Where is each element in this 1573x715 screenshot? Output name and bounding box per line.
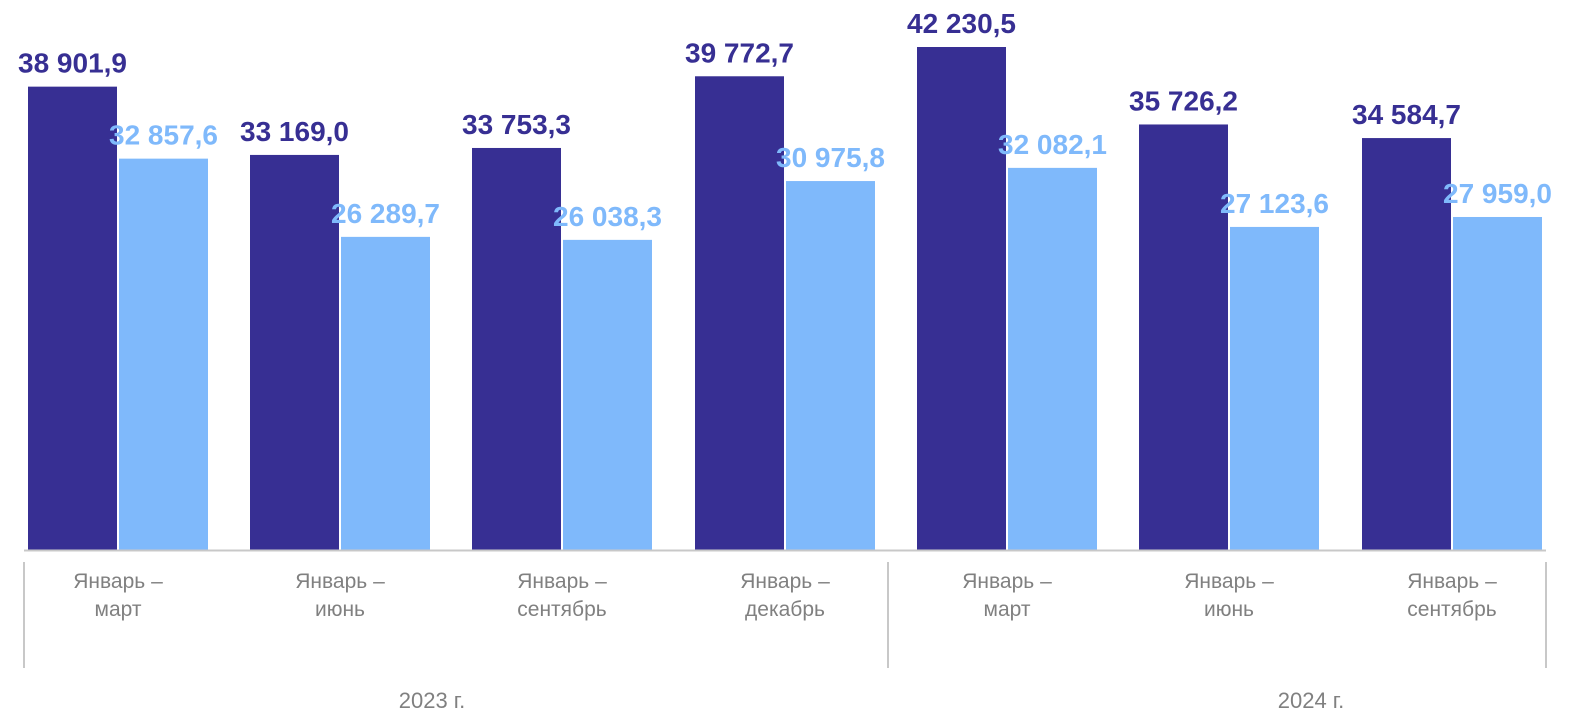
value-label-s1-4: 39 772,7 [685,37,794,68]
bar-s2-1 [119,158,208,550]
x-axis [23,549,1547,668]
bar-s1-1 [28,86,117,550]
group-labels-layer: 2023 г. 2024 г. [399,688,1345,713]
category-label-1-line-1: Январь – [73,570,163,593]
bar-s2-2 [341,236,430,550]
value-label-s2-2: 26 289,7 [331,198,440,229]
bar-s2-3 [563,239,652,550]
category-label-5-line-2: март [984,598,1031,621]
bar-s2-6 [1230,226,1319,550]
value-label-s1-5: 42 230,5 [907,8,1016,39]
group-label-1: 2023 г. [399,688,466,713]
value-label-s2-3: 26 038,3 [553,201,662,232]
value-label-s2-5: 32 082,1 [998,129,1107,160]
value-label-s1-7: 34 584,7 [1352,99,1461,130]
bar-s2-4 [786,181,875,550]
category-label-5-line-1: Январь – [962,570,1052,593]
category-label-7-line-1: Январь – [1407,570,1497,593]
category-label-4-line-1: Январь – [740,570,830,593]
category-label-2-line-1: Январь – [295,570,385,593]
value-labels-layer: 38 901,9 33 169,0 33 753,3 39 772,7 42 230,5… [18,8,1552,232]
bars-layer [28,47,1542,551]
value-label-s2-6: 27 123,6 [1220,188,1329,219]
category-label-6-line-2: июнь [1204,598,1254,621]
category-label-7-line-2: сентябрь [1407,598,1496,621]
value-label-s1-1: 38 901,9 [18,48,127,79]
value-label-s2-4: 30 975,8 [776,142,885,173]
category-label-1-line-2: март [95,598,142,621]
category-labels-layer: Январь – март Январь – июнь Январь – сентябрь… [73,570,1497,621]
value-label-s2-1: 32 857,6 [109,120,218,151]
value-label-s1-6: 35 726,2 [1129,85,1238,116]
bar-s1-6 [1139,124,1228,551]
bar-s1-7 [1362,138,1451,551]
value-label-s1-2: 33 169,0 [240,116,349,147]
category-label-3-line-1: Январь – [517,570,607,593]
bar-s1-5 [917,47,1006,550]
bar-s1-2 [250,154,339,550]
bar-s1-3 [472,147,561,550]
category-label-3-line-2: сентябрь [517,598,606,621]
category-label-2-line-2: июнь [315,598,365,621]
category-label-6-line-1: Январь – [1184,570,1274,593]
value-label-s2-7: 27 959,0 [1443,178,1552,209]
group-label-2: 2024 г. [1278,688,1345,713]
bar-s2-5 [1008,167,1097,550]
value-label-s1-3: 33 753,3 [462,109,571,140]
bar-s1-4 [695,76,784,551]
bar-s2-7 [1453,216,1542,551]
category-label-4-line-2: декабрь [745,598,825,621]
